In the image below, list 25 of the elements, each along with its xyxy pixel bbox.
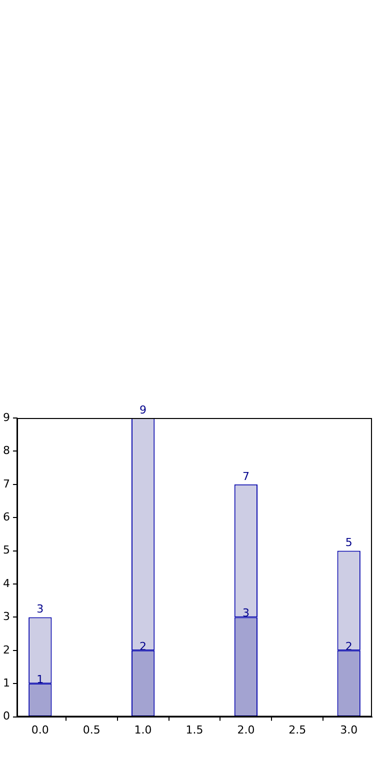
y-tick-label: 2 [3,643,10,656]
y-tick-label: 1 [3,676,10,690]
x-tick-label: 0.5 [82,723,100,736]
y-tick-label: 3 [3,610,10,624]
data-label: 1 [36,672,44,686]
y-tick-label: 5 [3,544,10,557]
total-label: 9 [140,403,147,416]
data-label: 2 [140,640,147,653]
x-tick-label: 1.5 [186,723,204,736]
y-tick-label: 9 [3,410,10,424]
y-tick-label: 4 [3,576,10,590]
y-tick-label: 7 [3,477,10,490]
y-tick-label: 0 [3,710,10,723]
total-label: 7 [242,470,250,483]
y-tick-label: 8 [3,444,10,458]
x-tick-label: 3.0 [340,723,358,736]
x-tick-label: 2.0 [237,723,255,736]
total-label: 3 [36,602,44,616]
data-label: 2 [345,640,352,653]
total-label: 5 [345,536,352,550]
y-tick-label: 6 [3,510,10,524]
x-tick-label: 1.0 [134,723,152,736]
x-tick-label: 2.5 [288,723,306,736]
data-label: 3 [242,606,250,620]
x-tick-label: 0.0 [31,723,49,736]
